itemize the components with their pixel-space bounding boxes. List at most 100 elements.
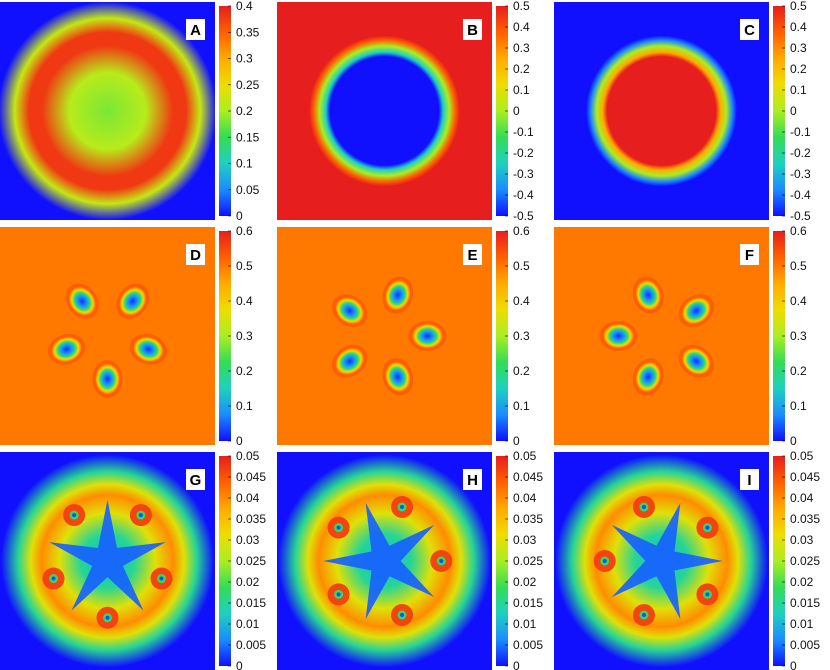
panel-label: H: [467, 472, 478, 489]
vortex: [331, 344, 368, 378]
vortex: [331, 294, 368, 328]
panel-label-box: [186, 469, 205, 490]
vortex: [47, 333, 86, 365]
colorbar-tick-label: 0.025: [790, 554, 820, 568]
colorbar-tick-label: 0.6: [513, 224, 530, 238]
colorbar-tick-label: 0.01: [236, 617, 260, 631]
colorbar: [496, 6, 508, 216]
colorbar-tick-label: 0.1: [790, 83, 807, 97]
colorbar: [773, 6, 785, 216]
panel-e: E 0 0.1 0.2 0.3 0.4 0.5 0.6: [277, 224, 530, 448]
vortex: [632, 276, 664, 314]
panel-g: G 0 0.005 0.01 0.015 0.02 0.025 0.03 0.035 0.04 0.…: [0, 449, 266, 670]
panel-label-box: [463, 19, 482, 40]
colorbar-tick-label: 0.5: [513, 0, 530, 13]
heatmap: [0, 2, 215, 220]
colorbar-tick-label: 0.03: [790, 533, 814, 547]
panel-i: I 0 0.005 0.01 0.015 0.02 0.025 0.03 0.035 0.04 0.…: [554, 449, 820, 670]
panel-label: G: [190, 472, 202, 489]
colorbar-tick-label: 0.2: [790, 62, 807, 76]
heatmap-background: [0, 227, 215, 445]
colorbar-tick-label: 0.5: [790, 259, 807, 273]
vortex: [678, 344, 715, 378]
panel-label-box: [186, 244, 205, 265]
colorbar: [773, 456, 785, 666]
colorbar-tick-label: -0.4: [513, 188, 534, 202]
colorbar-tick-label: 0: [513, 434, 520, 448]
colorbar-tick-label: 0.1: [236, 157, 253, 171]
panel-label-box: [463, 244, 482, 265]
panel-label-box: [186, 19, 205, 40]
heatmap: [554, 2, 769, 220]
star-core: [611, 502, 723, 620]
vortex: [129, 333, 168, 365]
colorbar-tick-label: 0.4: [790, 20, 807, 34]
heatmap-background: [554, 227, 769, 445]
panel-label-box: [740, 469, 759, 490]
colorbar-tick-label: -0.5: [790, 209, 811, 223]
colorbar-tick-label: 0: [236, 434, 243, 448]
star-core: [323, 502, 435, 620]
colorbar-tick-label: 0.015: [236, 596, 266, 610]
colorbar-tick-label: 0: [790, 104, 797, 118]
heatmap: [554, 227, 769, 445]
colorbar-tick-label: 0.025: [236, 554, 266, 568]
colorbar-tick-label: 0.5: [513, 259, 530, 273]
central-disk: [586, 35, 737, 187]
heatmap: [0, 227, 215, 445]
panel-c: C -0.5 -0.4 -0.3 -0.2 -0.1 0 0.1 0.2 0.3 0.4 0.5: [554, 0, 811, 223]
colorbar-tick-label: 0.045: [790, 470, 820, 484]
panel-label: C: [744, 22, 755, 39]
colorbar-tick-label: -0.2: [513, 146, 534, 160]
central-disk: [309, 35, 460, 187]
panel-h: H 0 0.005 0.01 0.015 0.02 0.025 0.03 0.035 0.04 0.…: [277, 449, 543, 670]
colorbar-tick-label: -0.3: [513, 167, 534, 181]
colorbar-tick-label: 0.2: [236, 104, 253, 118]
colorbar-tick-label: 0.2: [236, 364, 253, 378]
colorbar-tick-label: 0.05: [236, 449, 260, 463]
colorbar-tick-label: 0.035: [236, 512, 266, 526]
panel-label: F: [745, 247, 754, 264]
colorbar-tick-label: 0.35: [236, 25, 260, 39]
colorbar-tick-label: 0.035: [513, 512, 543, 526]
density-ring: [0, 2, 215, 220]
colorbar-tick-label: 0.02: [236, 575, 260, 589]
colorbar-tick-label: 0.015: [513, 596, 543, 610]
colorbar-tick-label: -0.2: [790, 146, 811, 160]
panel-label: B: [467, 22, 478, 39]
colorbar-tick-label: 0.6: [236, 224, 253, 238]
colorbar-tick-label: 0.05: [513, 449, 537, 463]
panel-label-box: [740, 244, 759, 265]
panel-label-box: [463, 469, 482, 490]
panel-d: D 0 0.1 0.2 0.3 0.4 0.5 0.6: [0, 224, 253, 448]
colorbar-tick-label: 0: [513, 659, 520, 670]
panel-f: F 0 0.1 0.2 0.3 0.4 0.5 0.6: [554, 224, 807, 448]
star-core: [49, 499, 166, 611]
colorbar-tick-label: 0: [513, 104, 520, 118]
colorbar-tick-label: 0.01: [790, 617, 814, 631]
panel-label: E: [467, 247, 477, 264]
colorbar-tick-label: -0.3: [790, 167, 811, 181]
colorbar-tick-label: 0.1: [790, 399, 807, 413]
colorbar-tick-label: 0.4: [790, 294, 807, 308]
heatmap: [0, 452, 215, 670]
colorbar-tick-label: 0.3: [513, 41, 530, 55]
colorbar-tick-label: 0.4: [513, 294, 530, 308]
vortex: [382, 358, 414, 396]
colorbar-tick-label: 0.2: [513, 364, 530, 378]
heatmap: [277, 452, 492, 670]
panel-a: A 0 0.05 0.1 0.15 0.2 0.25 0.3 0.35 0.4: [0, 0, 260, 223]
colorbar-tick-label: 0.03: [236, 533, 260, 547]
panel-label: A: [190, 22, 201, 39]
vortex: [116, 283, 150, 319]
colorbar: [773, 231, 785, 441]
colorbar-tick-label: 0.005: [790, 638, 820, 652]
colorbar-tick-label: 0: [236, 209, 243, 223]
colorbar-tick-label: 0: [790, 434, 797, 448]
colorbar-tick-label: 0.1: [513, 399, 530, 413]
colorbar-tick-label: 0.045: [236, 470, 266, 484]
colorbar: [219, 231, 231, 441]
colorbar-tick-label: 0.3: [790, 329, 807, 343]
heatmap: [277, 227, 492, 445]
